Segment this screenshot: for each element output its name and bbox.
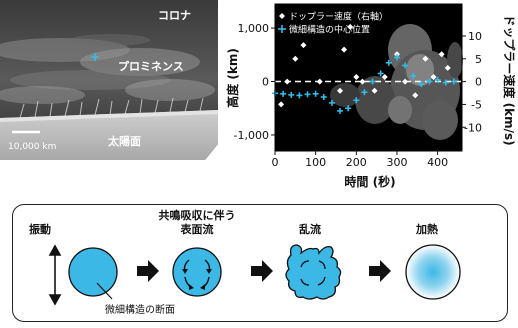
right-tick-label: -5 [471, 98, 482, 111]
cross-section-pointer [96, 282, 113, 300]
doppler-point [422, 55, 429, 62]
surface-flow-circle [172, 247, 222, 297]
right-axis-label: ドップラー速度 (km/s) [502, 14, 517, 145]
doppler-point [341, 46, 348, 53]
doppler-point [438, 51, 445, 58]
solar-observation-image: 10,000 km コロナ プロミネンス 太陽面 [0, 0, 218, 160]
doppler-point [444, 64, 451, 71]
x-axis-ticks: 0 100 200 300 400 [272, 151, 448, 169]
left-tick-label: 1,000 [238, 22, 270, 35]
legend-plus-icon [278, 25, 286, 33]
chart-legend: ドップラー速度（右軸） 微細構造の中心位置 [278, 11, 388, 36]
center-position-point [393, 54, 400, 61]
center-position-point [328, 99, 335, 106]
center-position-point [353, 97, 360, 104]
right-tick-label: 10 [468, 30, 482, 43]
fine-structure-circle [68, 247, 118, 297]
x-tick-label: 0 [272, 156, 279, 169]
left-axis-ticks: 1,000 0 -1,000 [234, 22, 275, 142]
center-position-point [304, 91, 311, 98]
doppler-point [292, 55, 299, 62]
center-position-point [345, 105, 352, 112]
solar-surface-label: 太陽面 [107, 134, 141, 148]
x-axis-label: 時間 (秒) [344, 174, 395, 189]
legend-center-label: 微細構造の中心位置 [289, 24, 370, 36]
corona-label: コロナ [158, 9, 191, 22]
center-position-point [402, 62, 409, 69]
doppler-point [381, 74, 388, 81]
doppler-point [337, 87, 344, 94]
right-axis-ticks: 10 5 0 -5 -10 [462, 30, 482, 134]
doppler-point [371, 87, 378, 94]
x-tick-label: 100 [305, 156, 326, 169]
right-tick-label: -10 [464, 121, 482, 134]
doppler-point [316, 78, 323, 85]
center-position-point [288, 91, 295, 98]
x-tick-label: 200 [346, 156, 367, 169]
oscillation-label: 振動 [29, 223, 51, 236]
doppler-point [284, 78, 291, 85]
surface-flow-label: 共鳴吸収に伴う 表面流 [158, 209, 236, 236]
left-axis-label: 高度 (km) [225, 48, 240, 108]
center-position-point [361, 89, 368, 96]
legend-diamond-icon [279, 13, 285, 19]
scale-bar-label: 10,000 km [8, 142, 56, 152]
series-layer [272, 23, 457, 114]
center-position-point [410, 73, 417, 80]
center-position-point [296, 92, 303, 99]
time-series-chart: ドップラー速度（右軸） 微細構造の中心位置 0 100 200 300 400 1,00… [225, 3, 517, 189]
right-tick-label: 0 [475, 76, 482, 89]
legend-doppler-label: ドップラー速度（右軸） [289, 11, 388, 23]
left-tick-label: -1,000 [234, 129, 269, 142]
intensity-background [330, 24, 463, 140]
x-tick-label: 400 [427, 156, 448, 169]
cross-section-label: 微細構造の断面 [105, 305, 175, 316]
center-position-point [377, 70, 384, 77]
fine-structure-marker [91, 53, 99, 61]
center-position-point [337, 107, 344, 114]
doppler-point [412, 92, 419, 99]
heating-process-diagram: 振動 共鳴吸収に伴う 表面流 乱流 加熱 微細構造の断面 [12, 204, 508, 322]
right-tick-label: 5 [475, 53, 482, 66]
doppler-point [300, 42, 307, 49]
center-position-point [312, 90, 319, 97]
flow-arrow-2-icon [251, 260, 273, 282]
heating-label: 加熱 [416, 223, 438, 236]
center-position-point [434, 76, 441, 83]
center-position-point [280, 90, 287, 97]
oscillation-arrow-icon [48, 244, 62, 306]
doppler-point [278, 101, 285, 108]
center-position-point [450, 78, 457, 85]
doppler-point [430, 74, 437, 81]
doppler-point [402, 78, 409, 85]
center-position-point [385, 59, 392, 66]
turbulence-label: 乱流 [299, 223, 321, 236]
doppler-point [353, 74, 360, 81]
prominence-label: プロミネンス [118, 59, 184, 73]
center-position-point [418, 81, 425, 88]
flow-arrow-1-icon [137, 260, 159, 282]
center-position-point [442, 79, 449, 86]
center-position-point [320, 94, 327, 101]
x-tick-label: 300 [386, 156, 407, 169]
doppler-point [359, 78, 366, 85]
doppler-point [393, 51, 400, 58]
flow-shapes [48, 244, 461, 306]
flow-arrow-3-icon [369, 260, 391, 282]
center-position-point [369, 78, 376, 85]
center-position-point [426, 78, 433, 85]
turbulence-blob [285, 244, 342, 300]
heating-circle [405, 244, 461, 300]
left-tick-label: 0 [262, 76, 269, 89]
